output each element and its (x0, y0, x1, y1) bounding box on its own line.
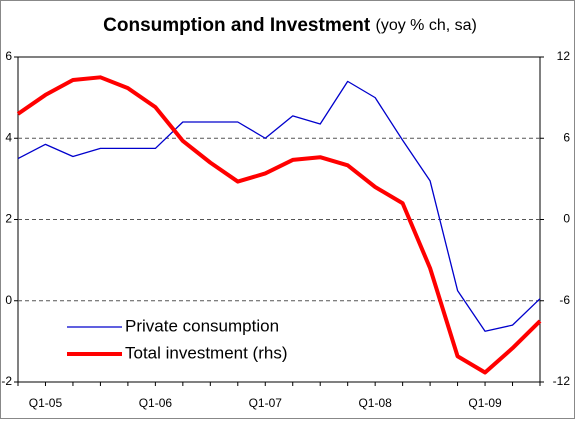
y2-tick-label: 0 (563, 212, 570, 226)
y-tick-label: 2 (5, 212, 12, 226)
y-tick-label: 0 (5, 293, 12, 307)
y-tick-label: 6 (5, 49, 12, 63)
x-tick-label: Q1-07 (249, 396, 283, 410)
y2-tick-label: 12 (557, 49, 571, 63)
x-tick-label: Q1-05 (29, 396, 63, 410)
series-line (16, 75, 542, 375)
x-tick-label: Q1-09 (468, 396, 502, 410)
chart-subtitle: (yoy % ch, sa) (376, 17, 477, 34)
y2-tick-label: -12 (553, 374, 571, 388)
series-line (17, 80, 541, 332)
x-tick-label: Q1-06 (139, 396, 173, 410)
chart-title: Consumption and Investment (103, 15, 371, 36)
legend-label: Private consumption (125, 316, 279, 335)
chart-title-group: Consumption and Investment (yoy % ch, sa… (103, 15, 477, 36)
y-tick-label: 4 (5, 130, 12, 144)
x-tick-label: Q1-08 (358, 396, 392, 410)
y2-tick-label: 6 (563, 130, 570, 144)
legend-label: Total investment (rhs) (125, 343, 288, 362)
y2-tick-label: -6 (559, 293, 570, 307)
y-tick-label: -2 (1, 374, 12, 388)
